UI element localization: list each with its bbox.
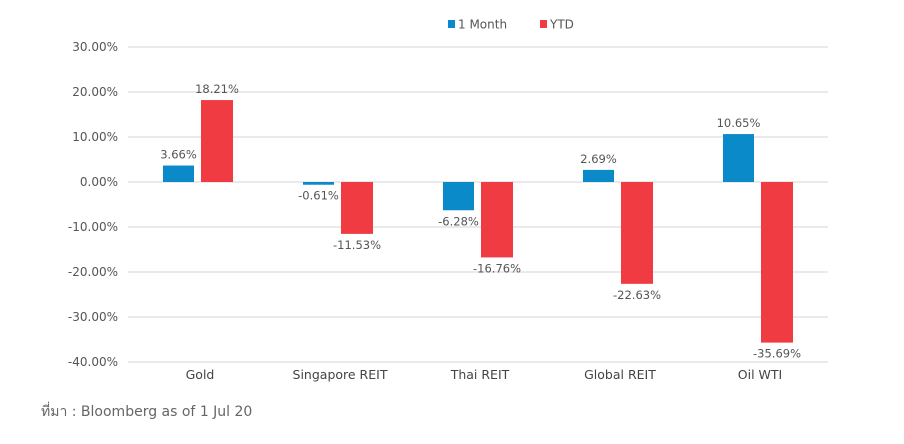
y-tick-label: 20.00% <box>72 85 118 99</box>
bar-1-month <box>303 182 334 185</box>
y-tick-label: 10.00% <box>72 130 118 144</box>
bar-ytd <box>761 182 793 343</box>
category-label: Thai REIT <box>450 367 510 382</box>
data-label: -22.63% <box>613 288 661 302</box>
legend-swatch <box>540 20 547 28</box>
bar-1-month <box>163 165 194 182</box>
data-label: -0.61% <box>298 189 339 203</box>
data-label: 10.65% <box>717 116 761 130</box>
category-label: Gold <box>186 367 215 382</box>
data-label: 3.66% <box>160 148 197 162</box>
data-label: 2.69% <box>580 152 617 166</box>
legend-swatch <box>448 20 455 28</box>
bar-ytd <box>341 182 373 234</box>
data-label: -6.28% <box>438 214 479 228</box>
y-tick-label: -20.00% <box>68 265 118 279</box>
data-label: 18.21% <box>195 82 239 96</box>
bar-1-month <box>583 169 614 182</box>
category-label: Singapore REIT <box>293 367 388 382</box>
bar-1-month <box>723 134 754 182</box>
data-label: -16.76% <box>473 261 521 275</box>
category-label: Global REIT <box>584 367 656 382</box>
bar-ytd <box>201 100 233 182</box>
legend-label: YTD <box>549 18 574 32</box>
y-tick-label: 0.00% <box>80 175 118 189</box>
source-note: ที่มา : Bloomberg as of 1 Jul 20 <box>41 404 253 420</box>
bar-1-month <box>443 182 474 211</box>
y-tick-label: -40.00% <box>68 355 118 369</box>
y-tick-label: -10.00% <box>68 220 118 234</box>
y-tick-label: 30.00% <box>72 40 118 54</box>
legend-label: 1 Month <box>458 18 507 32</box>
data-label: -11.53% <box>333 238 381 252</box>
data-label: -35.69% <box>753 347 801 361</box>
bar-ytd <box>481 182 513 258</box>
y-tick-label: -30.00% <box>68 310 118 324</box>
bar-ytd <box>621 182 653 284</box>
category-label: Oil WTI <box>738 367 782 382</box>
